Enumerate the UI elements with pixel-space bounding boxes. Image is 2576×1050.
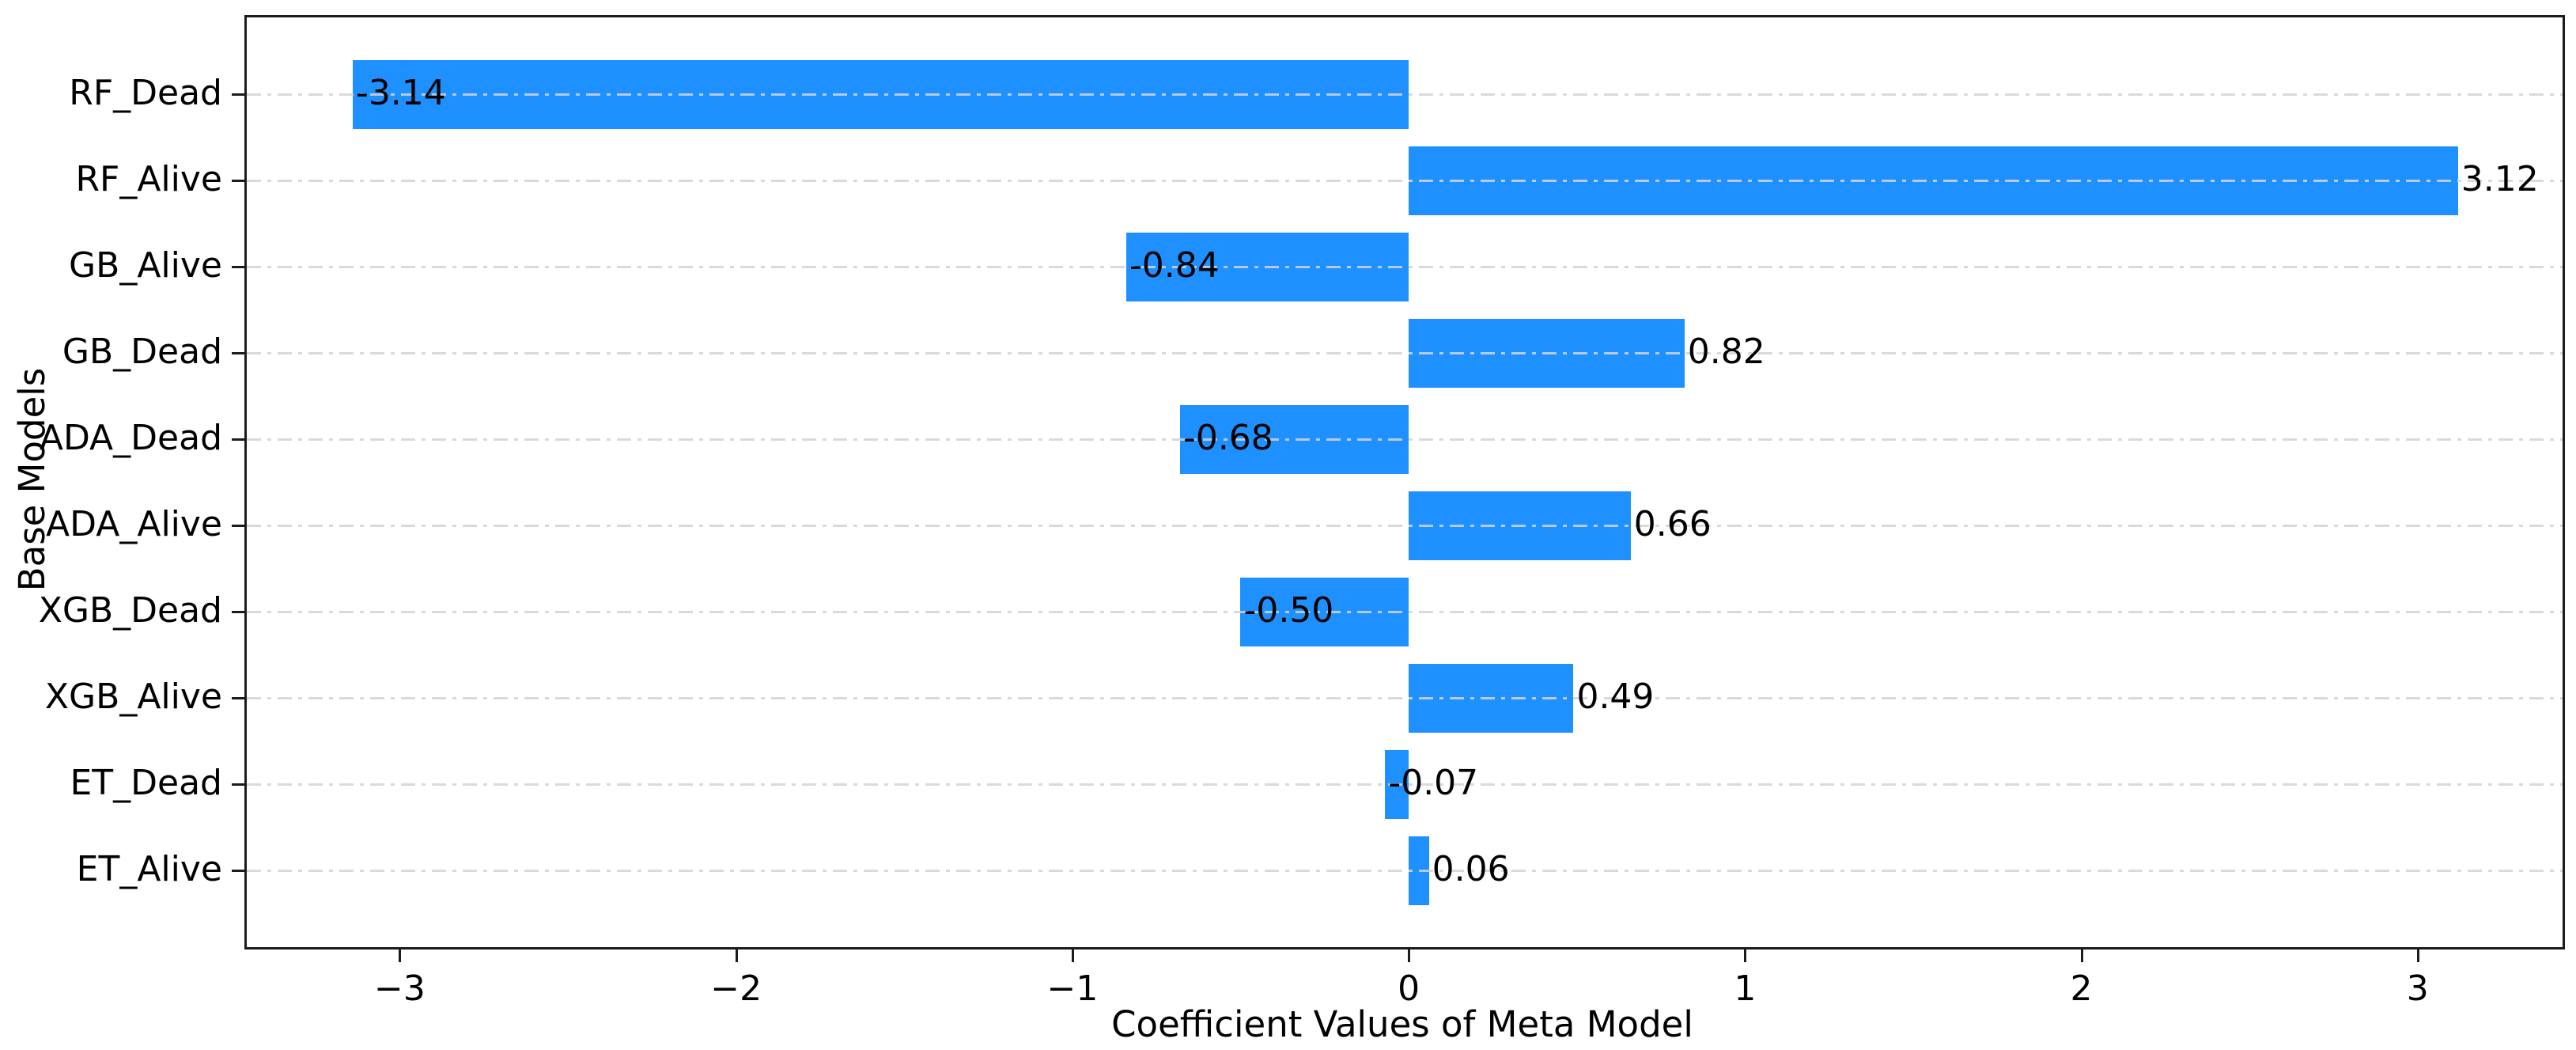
y-tick-mark bbox=[232, 525, 244, 527]
x-tick-mark bbox=[1071, 950, 1074, 962]
x-tick-label: −3 bbox=[374, 969, 426, 1009]
x-tick-label: −2 bbox=[710, 969, 762, 1009]
gridline bbox=[247, 870, 2563, 872]
x-tick-label: 1 bbox=[1734, 969, 1757, 1009]
x-tick-mark bbox=[735, 950, 738, 962]
y-tick-mark bbox=[232, 93, 244, 96]
y-tick-label-GB_Alive: GB_Alive bbox=[69, 245, 222, 286]
y-tick-label-ADA_Dead: ADA_Dead bbox=[39, 418, 222, 459]
x-axis-label: Coefficient Values of Meta Model bbox=[1111, 1003, 1693, 1045]
x-tick-label: −1 bbox=[1046, 969, 1099, 1009]
y-tick-mark bbox=[232, 783, 244, 786]
x-tick-mark bbox=[1744, 950, 1747, 962]
value-label-layer: -3.14 3.12 -0.84 0.82 -0.68 0.66 -0.50 0.49 -0.0… bbox=[247, 17, 2563, 947]
y-tick-mark bbox=[232, 697, 244, 699]
x-tick-mark bbox=[399, 950, 402, 962]
y-tick-label-RF_Dead: RF_Dead bbox=[69, 73, 222, 114]
x-tick-label: 3 bbox=[2406, 969, 2429, 1009]
y-tick-mark bbox=[232, 352, 244, 354]
y-tick-mark bbox=[232, 266, 244, 268]
gridline bbox=[247, 266, 2563, 268]
gridline bbox=[247, 93, 2563, 96]
gridline bbox=[247, 525, 2563, 527]
x-tick-label: 2 bbox=[2070, 969, 2093, 1009]
bar-value-label: -0.84 bbox=[1129, 245, 1220, 286]
bar-value-label: -3.14 bbox=[355, 73, 446, 114]
gridline bbox=[247, 697, 2563, 699]
y-tick-label-RF_Alive: RF_Alive bbox=[75, 159, 222, 200]
y-tick-label-XGB_Alive: XGB_Alive bbox=[44, 677, 222, 718]
y-tick-label-ADA_Alive: ADA_Alive bbox=[46, 504, 222, 545]
x-tick-label: 0 bbox=[1398, 969, 1420, 1009]
bar-value-label: 0.49 bbox=[1576, 677, 1655, 718]
y-tick-label-XGB_Dead: XGB_Dead bbox=[38, 590, 222, 631]
y-tick-label-ET_Dead: ET_Dead bbox=[70, 763, 222, 804]
y-tick-mark bbox=[232, 180, 244, 182]
y-tick-label-ET_Alive: ET_Alive bbox=[76, 849, 222, 890]
y-tick-label-GB_Dead: GB_Dead bbox=[62, 332, 222, 373]
y-tick-mark bbox=[232, 870, 244, 872]
x-tick-mark bbox=[2416, 950, 2419, 962]
bar-value-label: -0.07 bbox=[1388, 763, 1479, 804]
x-tick-mark bbox=[2080, 950, 2083, 962]
gridline bbox=[247, 783, 2563, 786]
gridline bbox=[247, 180, 2563, 182]
bar-value-label: 0.06 bbox=[1432, 849, 1510, 890]
plot-area: -3.14 3.12 -0.84 0.82 -0.68 0.66 -0.50 0.49 -0.0… bbox=[244, 15, 2565, 950]
y-axis-label: Base Models bbox=[11, 367, 53, 592]
bar-value-label: 0.82 bbox=[1687, 332, 1765, 373]
bar-value-label: 0.66 bbox=[1633, 504, 1712, 545]
bar-value-label: -0.68 bbox=[1182, 418, 1273, 459]
bar-value-label: 3.12 bbox=[2461, 159, 2539, 200]
gridline bbox=[247, 611, 2563, 613]
bar-value-label: -0.50 bbox=[1243, 590, 1334, 631]
gridline bbox=[247, 438, 2563, 441]
y-tick-mark bbox=[232, 438, 244, 441]
x-tick-mark bbox=[1408, 950, 1411, 962]
gridline-layer bbox=[247, 17, 2563, 947]
gridline bbox=[247, 352, 2563, 354]
y-tick-mark bbox=[232, 611, 244, 613]
